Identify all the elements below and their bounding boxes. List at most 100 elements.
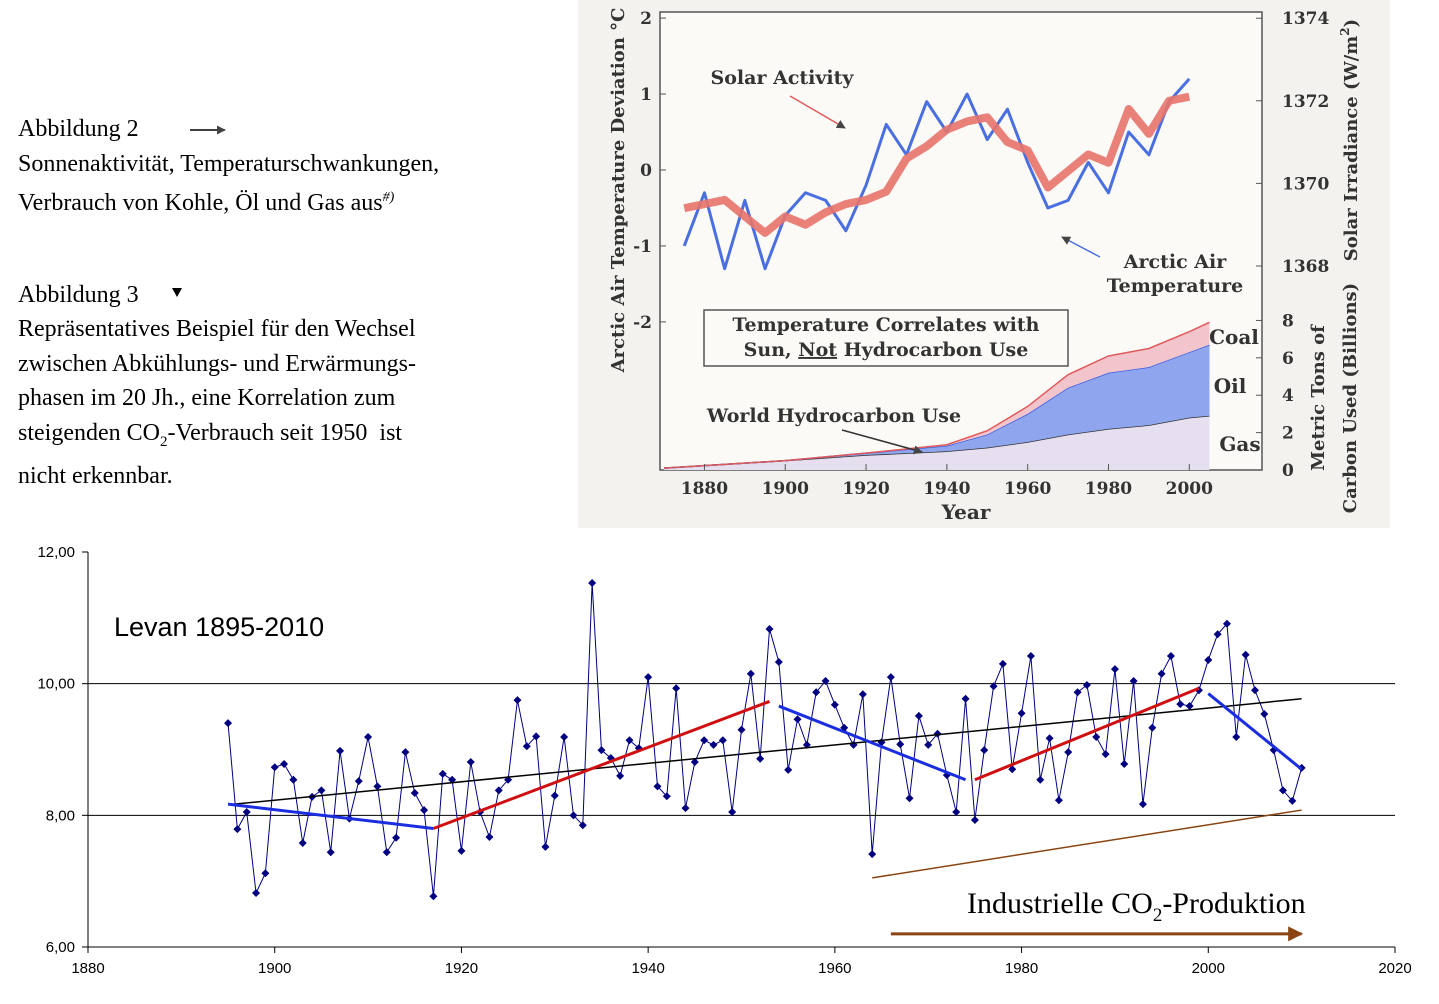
data-point bbox=[326, 848, 335, 857]
data-point bbox=[961, 694, 970, 703]
data-point bbox=[1278, 786, 1287, 795]
data-point bbox=[700, 736, 709, 745]
x-tick-label: 1900 bbox=[258, 960, 291, 977]
series-line bbox=[227, 582, 1303, 897]
y3-tick-label: 8 bbox=[1282, 311, 1294, 331]
annotation-arrow bbox=[841, 429, 923, 455]
y-tick-label: 6,00 bbox=[46, 939, 75, 956]
annotation-part: -Produktion bbox=[1162, 887, 1305, 920]
annotation-part: Industrielle CO bbox=[967, 887, 1153, 920]
y-tick-label: 2 bbox=[640, 9, 652, 29]
data-point bbox=[1176, 700, 1185, 709]
data-point bbox=[485, 833, 494, 842]
data-point bbox=[532, 732, 541, 741]
caption-line: -Verbrauch seit 1950 ist bbox=[167, 419, 403, 446]
y3-tick-label: 0 bbox=[1282, 461, 1294, 481]
data-point bbox=[905, 794, 914, 803]
y-tick-label: 10,00 bbox=[37, 676, 75, 693]
data-point bbox=[858, 690, 867, 699]
y3-axis-title: Metric Tons of bbox=[1308, 324, 1329, 471]
x-tick-label: 1880 bbox=[71, 960, 104, 977]
y-axis-title: Arctic Air Temperature Deviation °C bbox=[608, 8, 629, 374]
y2-tick-label: 1372 bbox=[1282, 92, 1329, 112]
data-point bbox=[1120, 759, 1129, 768]
y3-tick-label: 6 bbox=[1282, 349, 1294, 369]
y-tick-label: 0 bbox=[640, 161, 652, 181]
superscript: 2 bbox=[1338, 27, 1352, 35]
data-point bbox=[1008, 765, 1017, 774]
legend-label: Coal bbox=[1209, 325, 1259, 349]
series-line bbox=[683, 92, 1191, 237]
annotation-arrow bbox=[789, 95, 846, 129]
data-point bbox=[410, 788, 419, 797]
y2-axis-title-part: Solar Irradiance (W/m bbox=[1341, 36, 1362, 262]
data-point bbox=[494, 786, 503, 795]
legend-label: Oil bbox=[1214, 374, 1247, 398]
x-tick-label: 1960 bbox=[1004, 479, 1051, 499]
annotation-part: Not bbox=[798, 339, 837, 361]
annotation: World Hydrocarbon Use bbox=[706, 405, 961, 427]
data-point bbox=[457, 846, 466, 855]
trend-line bbox=[974, 686, 1200, 782]
data-point bbox=[1185, 702, 1194, 711]
data-point bbox=[784, 765, 793, 774]
caption-line: phasen im 20 Jh., eine Korrelation zum bbox=[18, 385, 396, 411]
x-tick-label: 1920 bbox=[842, 479, 889, 499]
area-line bbox=[663, 321, 1210, 469]
data-point bbox=[513, 696, 522, 705]
data-point bbox=[1045, 734, 1054, 743]
subscript: 2 bbox=[159, 433, 168, 450]
caption-text: Abbildung 2 Sonnenaktivität, Temperaturs… bbox=[18, 112, 439, 493]
footnote-mark: #) bbox=[382, 190, 395, 205]
data-point bbox=[1073, 688, 1082, 697]
subscript: 2 bbox=[1153, 905, 1163, 926]
data-point bbox=[588, 578, 597, 587]
data-point bbox=[765, 625, 774, 634]
caption-line: Sonnenaktivität, Temperaturschwankungen, bbox=[18, 150, 440, 177]
y-tick-label: 12,00 bbox=[37, 544, 75, 561]
data-point bbox=[1082, 680, 1091, 689]
data-point bbox=[382, 848, 391, 857]
data-point bbox=[1064, 748, 1073, 757]
data-point bbox=[1157, 669, 1166, 678]
data-point bbox=[392, 833, 401, 842]
y2-axis-title: Solar Irradiance (W/m2) bbox=[1338, 19, 1362, 261]
x-tick-label: 1980 bbox=[1085, 479, 1132, 499]
data-point bbox=[569, 811, 578, 820]
y3-tick-label: 2 bbox=[1282, 424, 1294, 444]
x-tick-label: 1980 bbox=[1005, 960, 1038, 977]
annotation-part: Hydrocarbon Use bbox=[837, 339, 1028, 361]
data-point bbox=[522, 742, 531, 751]
data-point bbox=[756, 754, 765, 763]
annotation-box bbox=[703, 309, 1069, 367]
caption-line: Verbrauch von Kohle, Öl und Gas aus bbox=[18, 190, 383, 216]
data-point bbox=[830, 700, 839, 709]
data-point bbox=[242, 808, 251, 817]
data-point bbox=[1101, 750, 1110, 759]
data-point bbox=[709, 740, 718, 749]
data-point bbox=[1054, 796, 1063, 805]
data-point bbox=[224, 719, 233, 728]
data-point bbox=[774, 657, 783, 666]
data-point bbox=[886, 673, 895, 682]
data-point bbox=[429, 892, 438, 901]
annotation: Temperature bbox=[1107, 275, 1244, 297]
caption-line: steigenden CO bbox=[18, 419, 160, 446]
data-point bbox=[662, 792, 671, 801]
annotation: Solar Activity bbox=[711, 67, 855, 89]
data-point bbox=[597, 746, 606, 755]
area-fill bbox=[664, 344, 1210, 469]
x-tick-label: 1960 bbox=[818, 960, 851, 977]
data-point bbox=[812, 688, 821, 697]
data-point bbox=[1288, 796, 1297, 805]
annotation: Arctic Air bbox=[1123, 251, 1227, 273]
data-point bbox=[914, 711, 923, 720]
data-point bbox=[1241, 650, 1250, 659]
data-point bbox=[653, 782, 662, 791]
data-point bbox=[998, 659, 1007, 668]
data-point bbox=[1250, 686, 1259, 695]
data-point bbox=[1026, 652, 1035, 661]
y2-tick-label: 1374 bbox=[1282, 9, 1329, 29]
x-tick-label: 1900 bbox=[762, 479, 809, 499]
x-axis-title: Year bbox=[941, 500, 991, 524]
